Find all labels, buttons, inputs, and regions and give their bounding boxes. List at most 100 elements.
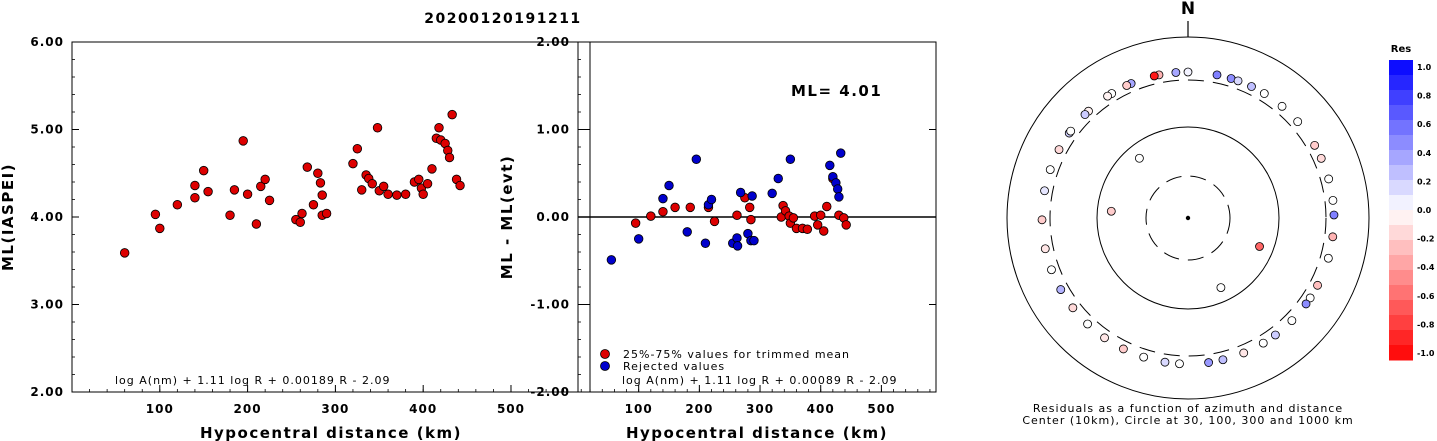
polar-caption-line1: Residuals as a function of azimuth and d… (1033, 402, 1343, 415)
station-residual-marker (1287, 316, 1297, 325)
rejected-residual-point (825, 160, 835, 171)
residual-x-axis-label: Hypocentral distance (km) (626, 424, 888, 441)
colorbar-cell (1389, 180, 1413, 196)
ml-event-value: ML= 4.01 (791, 82, 882, 100)
ml-station-point (190, 193, 200, 203)
colorbar-tick-label: -1.0 (1417, 349, 1435, 358)
colorbar-tick-label: 0.6 (1417, 120, 1432, 129)
ml-distance-panel: 100 200 300 400 500 2.00 3.00 4.00 5.00 6.00 log… (0, 35, 591, 441)
residual-y-tick-label: -1.00 (530, 298, 570, 312)
colorbar-cell (1389, 270, 1413, 286)
legend-rejected-label: Rejected values (623, 360, 725, 373)
circle-300km (1049, 79, 1327, 357)
colorbar-cell (1389, 330, 1413, 346)
ml-y-tick-label: 3.00 (30, 298, 64, 312)
station-residual-marker (1233, 76, 1243, 86)
station-residual-marker (1047, 265, 1056, 275)
colorbar-cell (1389, 285, 1413, 301)
rejected-residual-point (747, 191, 757, 201)
station-residual-marker (1310, 140, 1320, 150)
rejected-residual-point (700, 238, 711, 248)
colorbar-cell (1389, 255, 1413, 271)
station-residual-marker (1054, 145, 1064, 154)
colorbar-tick-label: 0.0 (1417, 206, 1432, 215)
legend-accepted-marker (600, 349, 610, 359)
colorbar-cell (1389, 195, 1413, 211)
ml-station-point (264, 195, 275, 206)
residual-data-points (606, 148, 851, 265)
ml-station-point (372, 123, 383, 133)
ml-station-point (190, 180, 200, 191)
station-residual-marker (1247, 82, 1256, 91)
residual-x-tick-label: 200 (685, 402, 713, 416)
rejected-residual-point (682, 227, 692, 237)
residual-y-axis-label: ML - ML(evt) (498, 155, 516, 279)
ml-x-tick-label: 100 (146, 402, 174, 416)
circle-30km (1145, 175, 1231, 261)
station-residual-marker (1118, 344, 1128, 354)
residual-y-tick-label: 2.00 (536, 35, 570, 49)
ml-station-point (418, 189, 428, 199)
ml-station-point (238, 136, 248, 146)
colorbar-cell (1389, 315, 1413, 331)
residual-x-tick-label: 100 (625, 402, 653, 416)
rejected-residual-point (833, 184, 843, 194)
station-residual-marker (1258, 338, 1268, 348)
ml-y-tick-label: 2.00 (30, 385, 64, 399)
accepted-residual-point (646, 211, 656, 221)
accepted-residual-point (841, 220, 851, 230)
north-label: N (1181, 0, 1195, 19)
accepted-residual-point (658, 207, 668, 217)
station-residual-marker (1175, 359, 1184, 369)
station-residual-marker (1056, 285, 1066, 294)
ml-y-ticks: 2.00 3.00 4.00 5.00 6.00 (30, 35, 590, 399)
rejected-residual-point (706, 194, 717, 205)
rejected-residual-point (658, 193, 668, 204)
ml-station-point (225, 210, 235, 220)
ml-station-point (198, 165, 209, 176)
ml-station-point (203, 186, 213, 197)
polar-caption-line2: Center (10km), Circle at 30, 100, 300 an… (1022, 414, 1353, 427)
colorbar-tick-label: -0.4 (1417, 263, 1435, 272)
rejected-residual-point (664, 180, 674, 191)
rejected-residual-point (735, 187, 746, 198)
ml-station-point (367, 179, 377, 189)
station-residual-marker (1328, 232, 1338, 242)
station-residual-marker (1239, 348, 1249, 358)
epicenter-dot (1185, 215, 1191, 221)
ml-data-points (119, 109, 465, 258)
ml-x-tick-label: 500 (497, 402, 525, 416)
ml-station-point (414, 174, 424, 185)
rejected-residual-point (836, 148, 846, 158)
rejected-residual-point (732, 241, 743, 251)
ml-station-point (308, 200, 319, 210)
station-residual-marker (1040, 186, 1049, 196)
station-residual-marker (1066, 126, 1076, 136)
station-residual-marker (1122, 81, 1132, 90)
ml-y-tick-label: 4.00 (30, 210, 64, 224)
colorbar-cell (1389, 135, 1413, 151)
station-residual-marker (1068, 303, 1078, 313)
accepted-residual-point (630, 218, 641, 228)
ml-station-point (378, 181, 389, 192)
ml-x-tick-label: 300 (321, 402, 349, 416)
station-residual-marker (1277, 101, 1287, 111)
colorbar-cell (1389, 60, 1413, 76)
accepted-residual-point (812, 220, 823, 230)
ml-station-point (321, 208, 332, 219)
station-residual-marker (1149, 71, 1159, 81)
figure-title: 20200120191211 (424, 11, 581, 27)
ml-station-point (295, 217, 305, 227)
station-residual-marker (1183, 67, 1193, 77)
station-residual-marker (1040, 244, 1050, 254)
station-residual-marker (1134, 153, 1144, 163)
station-residual-marker (1037, 215, 1047, 225)
colorbar-cell (1389, 225, 1413, 241)
accepted-residual-point (788, 213, 799, 223)
residual-distance-panel: 100 200 300 400 500 -2.00 -1.00 0.00 1.00 2.00 M… (498, 35, 937, 441)
ml-station-point (447, 109, 457, 120)
station-residual-marker (1301, 299, 1311, 309)
colorbar-cell (1389, 300, 1413, 316)
colorbar-cells (1389, 60, 1413, 361)
